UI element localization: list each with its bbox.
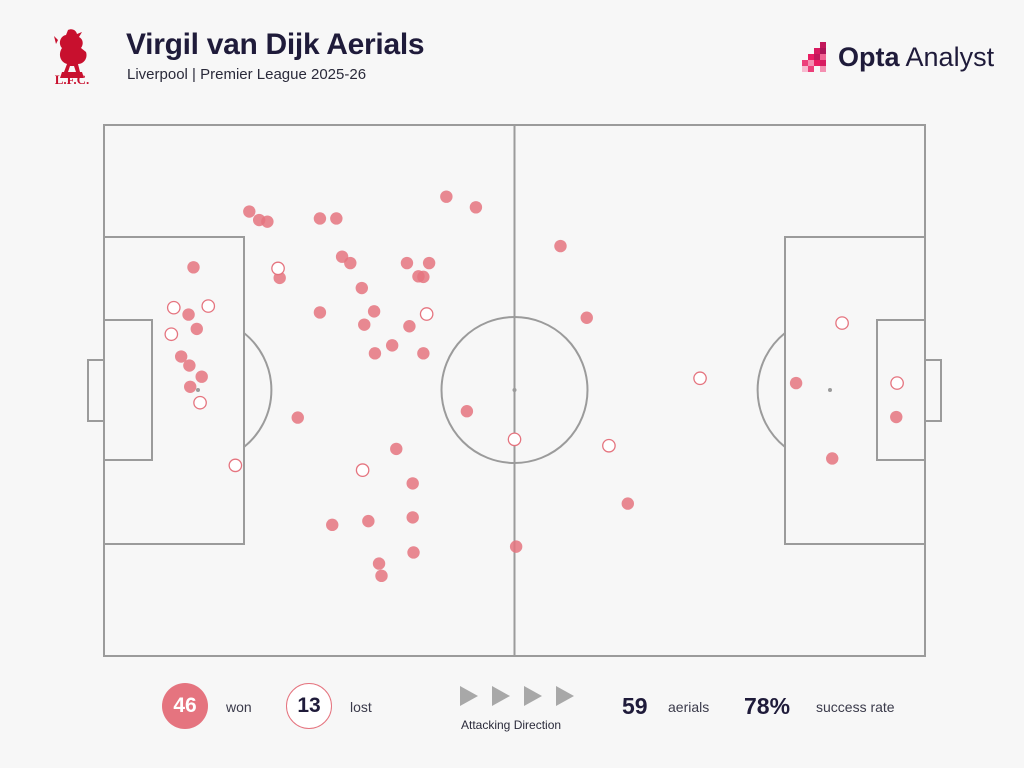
won-count-badge: 46 [162,683,208,729]
aerial-lost-point [693,371,707,386]
aerial-won-point [403,320,416,333]
aerial-won-point [375,569,388,583]
aerial-won-point [362,514,375,528]
success-rate-label: success rate [816,699,895,715]
aerial-lost-point [355,463,370,477]
centre-circle [440,316,589,464]
lost-count-badge: 13 [286,683,332,729]
aerial-lost-point [164,327,179,342]
aerial-won-point [261,215,274,228]
aerial-won-point [440,190,453,203]
attacking-direction-label: Attacking Direction [461,718,562,732]
legend: 46 won 13 lost Attacking Direction 59 ae… [0,680,1024,740]
liverbird-icon [54,29,87,78]
aerial-won-point [509,540,523,553]
aerial-won-point [621,497,634,510]
aerials-label: aerials [668,699,710,715]
play-arrow-icon [492,686,510,706]
brand-bold: Opta [838,42,900,72]
aerial-won-point [355,281,368,295]
pitch-chart [87,124,942,657]
aerial-won-point [422,256,436,270]
aerial-won-point [580,311,593,324]
aerial-lost-point [271,261,285,276]
aerial-won-point [313,212,327,225]
aerial-won-point [174,350,188,363]
aerial-lost-point [228,458,243,473]
aerial-won-point [390,442,403,456]
aerial-won-point [190,322,203,336]
aerial-won-point [826,452,839,465]
right-penalty-area [784,236,926,545]
brand-light: Analyst [899,42,995,72]
aerial-won-point [243,205,256,218]
aerial-lost-point [890,376,904,390]
aerial-won-point [313,306,327,319]
left-penalty-area [103,236,245,545]
liverpool-crest [46,26,98,92]
page-subtitle: Liverpool | Premier League 2025-26 [127,66,367,83]
aerial-lost-point [166,300,181,315]
aerial-won-point [372,557,386,570]
aerial-won-point [554,239,567,253]
left-six-yard-box [103,319,153,461]
success-rate-value: 78% [744,693,791,719]
attacking-direction-arrows [460,686,574,706]
right-six-yard-box [876,319,926,461]
opta-mark-icon [802,42,826,72]
aerial-won-point [469,201,483,214]
opta-analyst-logo: Opta Analyst [798,38,994,78]
page-title: Virgil van Dijk Aerials [126,28,425,61]
right-penalty-arc [756,332,786,448]
left-penalty-arc [243,332,273,448]
aerial-won-point [368,347,382,360]
aerial-won-point [326,518,339,532]
aerial-won-point [195,370,208,383]
aerial-lost-point [201,299,216,313]
aerials-count: 59 [622,693,648,719]
aerial-won-point [291,411,304,424]
aerial-won-point [406,477,419,490]
play-arrow-icon [460,686,478,706]
aerial-won-point [406,511,419,524]
aerial-won-point [367,305,381,318]
right-penalty-spot [828,388,832,392]
left-penalty-spot [196,388,200,392]
aerial-won-point [187,261,200,274]
aerial-won-point [330,212,343,225]
aerial-won-point [344,256,357,270]
aerial-lost-point [602,438,616,453]
crest-text: L.F.C. [54,72,90,87]
aerial-won-point [890,410,903,424]
aerial-won-point [182,308,195,321]
aerial-won-point [400,256,414,270]
pitch-lines [87,124,942,657]
aerial-won-point [184,380,197,393]
aerial-won-point [789,376,803,390]
aerial-points [164,190,904,583]
left-goal [87,359,105,422]
won-label: won [226,699,252,715]
aerial-won-point [407,546,420,559]
play-arrow-icon [524,686,542,706]
lost-label: lost [350,699,372,715]
play-arrow-icon [556,686,574,706]
aerial-lost-point [419,307,434,321]
aerial-won-point [183,359,196,372]
aerial-won-point [412,270,425,283]
aerial-lost-point [507,432,522,447]
aerial-lost-point [835,316,849,330]
aerial-won-point [358,318,371,331]
aerial-won-point [460,405,474,418]
aerial-lost-point [193,395,207,410]
aerial-won-point [385,339,399,352]
right-goal [924,359,942,422]
aerial-won-point [417,347,430,360]
centre-spot [512,388,517,392]
